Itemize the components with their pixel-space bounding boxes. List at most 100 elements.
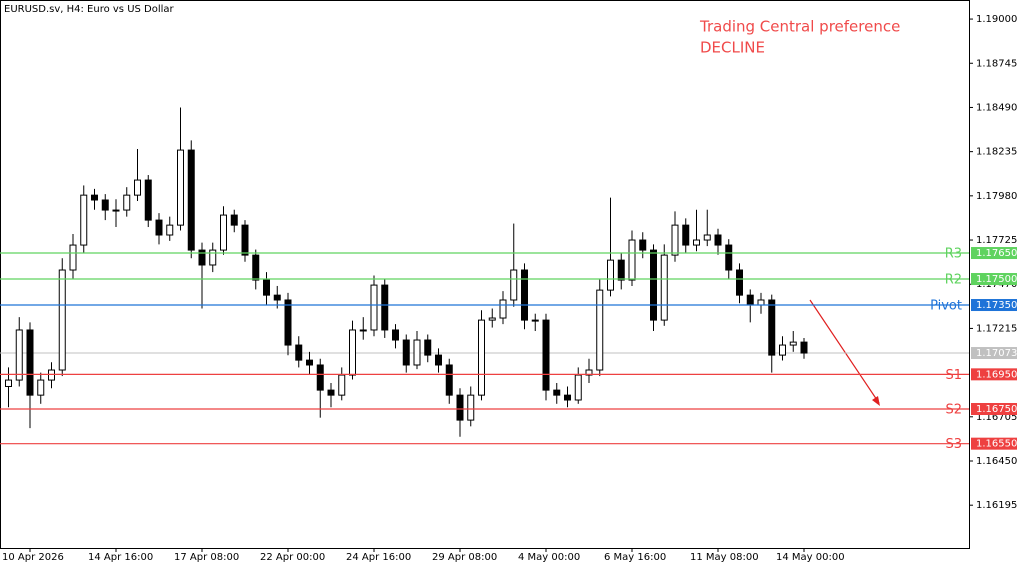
candle-body — [736, 269, 743, 296]
candle-body — [241, 224, 249, 256]
candle-body — [338, 374, 346, 396]
candle-body — [359, 329, 367, 332]
level-price-label: 1.16750 — [976, 404, 1017, 415]
annotation: Trading Central preference — [699, 18, 900, 36]
candle-body — [327, 389, 335, 396]
candle-body — [263, 279, 270, 296]
candle-body — [349, 329, 356, 376]
candle-body — [467, 394, 475, 421]
level-price-label: 1.16550 — [976, 439, 1017, 450]
x-tick-label: 14 Apr 16:00 — [88, 552, 153, 563]
candle-body — [650, 249, 657, 321]
candle-body — [69, 244, 77, 271]
level-price-box — [971, 247, 1017, 260]
candle-body — [424, 339, 432, 356]
candle-body — [187, 149, 195, 251]
candle-body — [112, 209, 120, 212]
chart-title: EURUSD.sv, H4: Euro vs US Dollar — [4, 4, 175, 15]
candle-body — [37, 379, 45, 396]
level-price-box — [971, 299, 1017, 312]
candle-body — [155, 219, 163, 236]
candle-body — [101, 199, 109, 211]
candle-body — [725, 244, 733, 271]
candle-body — [435, 354, 442, 366]
level-price-label: 1.17500 — [976, 274, 1017, 285]
arrow-head — [872, 396, 880, 406]
candle-body — [413, 339, 421, 366]
candle-body — [284, 299, 292, 346]
candle-body — [521, 269, 528, 321]
y-tick-label: 1.18235 — [976, 147, 1017, 158]
level-name: S1 — [945, 368, 962, 383]
annotation: DECLINE — [700, 39, 765, 57]
current-price-label: 1.17073 — [976, 348, 1017, 359]
x-tick-label: 17 Apr 08:00 — [174, 552, 239, 563]
candle-body — [757, 299, 765, 306]
candle-body — [585, 369, 593, 376]
x-tick-label: 4 May 00:00 — [518, 552, 580, 563]
level-name: S2 — [945, 403, 962, 418]
candle-body — [746, 294, 754, 306]
candle-body — [779, 344, 786, 356]
candle-body — [456, 394, 464, 421]
candle-body — [198, 249, 206, 266]
candle-body — [80, 194, 88, 246]
candle-body — [5, 379, 12, 387]
candle-body — [209, 249, 217, 266]
candle-body — [166, 224, 174, 236]
level-price-box — [971, 273, 1017, 286]
y-tick-label: 1.17980 — [976, 191, 1017, 202]
forecast-arrow — [809, 299, 880, 404]
candle-body — [510, 269, 518, 301]
candle-body — [306, 359, 313, 366]
candle-body — [553, 389, 561, 396]
candle-body — [273, 294, 281, 301]
candle-body — [607, 259, 614, 291]
candle-body — [703, 234, 711, 241]
level-name: R3 — [945, 247, 962, 262]
level-price-label: 1.17350 — [976, 300, 1017, 311]
candle-body — [682, 224, 690, 246]
candle-body — [402, 339, 410, 366]
candle-body — [628, 239, 636, 281]
candle-body — [381, 284, 389, 331]
candle-body — [789, 341, 797, 346]
x-tick-label: 6 May 16:00 — [604, 552, 666, 563]
x-tick-label: 14 May 00:00 — [776, 552, 845, 563]
level-price-box — [971, 403, 1017, 416]
y-tick-label: 1.16195 — [976, 500, 1017, 511]
level-name: S3 — [945, 437, 962, 452]
candle-body — [542, 319, 550, 391]
x-tick-label: 22 Apr 00:00 — [260, 552, 325, 563]
candle-body — [370, 284, 378, 331]
candle-body — [392, 329, 399, 341]
candle-body — [316, 364, 324, 391]
candle-body — [295, 344, 303, 361]
x-tick-label: 10 Apr 2026 — [2, 552, 64, 563]
candle-body — [478, 319, 485, 396]
candle-body — [596, 289, 604, 371]
level-price-label: 1.17650 — [976, 248, 1017, 259]
y-tick-label: 1.18490 — [976, 102, 1017, 113]
candle-body — [693, 239, 700, 246]
candle-body — [800, 341, 808, 354]
level-price-box — [971, 368, 1017, 381]
candle-body — [617, 259, 625, 281]
candle-body — [531, 319, 539, 322]
candle-body — [671, 224, 679, 256]
y-tick-label: 1.16450 — [976, 456, 1017, 467]
candle-body — [714, 234, 722, 246]
x-tick-label: 11 May 08:00 — [690, 552, 759, 563]
candle-body — [574, 374, 582, 401]
level-price-label: 1.16950 — [976, 369, 1017, 380]
current-price-box — [971, 347, 1017, 360]
candle-body — [15, 329, 23, 381]
candle-body — [123, 194, 131, 211]
candle-body — [445, 364, 453, 396]
candle-body — [48, 369, 55, 381]
candle-body — [26, 329, 34, 396]
candle-body — [768, 299, 776, 356]
candle-body — [134, 179, 141, 196]
candle-body — [252, 254, 260, 281]
